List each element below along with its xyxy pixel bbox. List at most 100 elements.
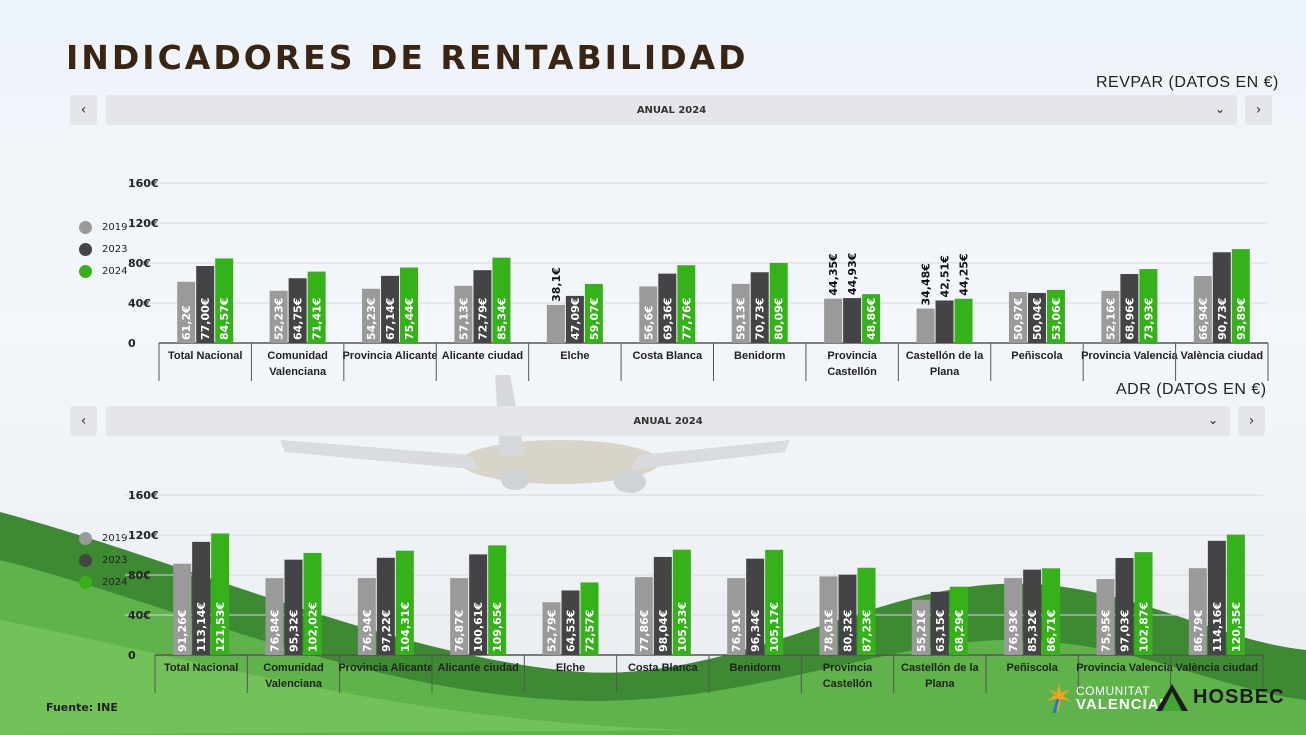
bar-2023 xyxy=(935,300,954,343)
bar-2024 xyxy=(307,271,326,343)
category-label: Benidorm xyxy=(734,350,786,362)
bar-value-label: 34,48€ xyxy=(920,263,933,305)
y-tick-label: 80€ xyxy=(128,257,151,270)
bar-2019 xyxy=(1008,292,1027,343)
category-label: Peñiscola xyxy=(1006,662,1058,674)
revpar-period-select[interactable]: ANUAL 2024 ⌄ xyxy=(106,95,1237,125)
bar-value-label: 76,87€ xyxy=(453,610,466,652)
bar-value-label: 52,79€ xyxy=(546,610,559,652)
bar-value-label: 80,09€ xyxy=(773,298,786,340)
bar-value-label: 67,14€ xyxy=(384,298,397,340)
bar-value-label: 86,79€ xyxy=(1192,610,1205,652)
bar-value-label: 42,51€ xyxy=(939,255,952,297)
bar-value-label: 59,13€ xyxy=(735,298,748,340)
bar-2024 xyxy=(1046,289,1065,343)
bar-2023 xyxy=(561,590,580,655)
bar-value-label: 86,71€ xyxy=(1045,610,1058,652)
bar-2019 xyxy=(357,578,376,655)
adr-legend: 2019 2023 2024 xyxy=(79,527,127,593)
bar-2019 xyxy=(265,578,284,655)
legend-dot-2024 xyxy=(79,575,92,589)
revpar-prev-button[interactable]: ‹ xyxy=(70,95,97,125)
bar-2024 xyxy=(492,257,511,343)
legend-dot-2023 xyxy=(79,553,92,567)
bar-value-label: 91,26€ xyxy=(176,610,189,652)
y-tick-label: 120€ xyxy=(128,529,159,542)
legend-item-2024: 2024 xyxy=(79,260,127,282)
bar-2019 xyxy=(1004,578,1023,655)
bar-2019 xyxy=(731,283,750,343)
bar-2019 xyxy=(916,308,935,343)
bar-2024 xyxy=(400,267,419,343)
y-tick-label: 40€ xyxy=(128,609,151,622)
y-tick-label: 120€ xyxy=(128,217,159,230)
bar-value-label: 64,53€ xyxy=(565,610,578,652)
bar-2024 xyxy=(395,550,414,655)
bar-value-label: 48,86€ xyxy=(865,298,878,340)
bar-2023 xyxy=(192,541,211,655)
hosbec-mountain-icon xyxy=(1156,684,1188,711)
chevron-right-icon: › xyxy=(1248,413,1255,429)
revpar-legend: 2019 2023 2024 xyxy=(79,216,127,282)
bar-2024 xyxy=(949,586,968,655)
bar-2019 xyxy=(454,285,473,343)
bar-2023 xyxy=(1120,274,1139,343)
bar-value-label: 72,79€ xyxy=(476,298,489,340)
bar-value-label: 113,14€ xyxy=(195,602,208,652)
bar-2024 xyxy=(215,258,234,343)
category-label: Elche xyxy=(556,662,585,674)
bar-value-label: 57,13€ xyxy=(457,298,470,340)
bar-value-label: 84,57€ xyxy=(218,298,231,340)
bar-2023 xyxy=(196,266,215,343)
bar-2019 xyxy=(450,578,469,655)
category-label: València ciudad xyxy=(1181,350,1264,362)
bar-2023 xyxy=(750,272,769,343)
chevron-left-icon: ‹ xyxy=(80,102,87,118)
adr-next-button[interactable]: › xyxy=(1238,406,1265,436)
y-tick-label: 80€ xyxy=(128,569,151,582)
y-tick-label: 0 xyxy=(128,337,136,350)
bar-value-label: 104,31€ xyxy=(399,602,412,652)
bar-value-label: 120,35€ xyxy=(1230,602,1243,652)
category-label: Provincia Alicante xyxy=(343,350,438,362)
bar-value-label: 105,33€ xyxy=(676,602,689,652)
bar-value-label: 44,35€ xyxy=(827,253,840,295)
bar-value-label: 68,29€ xyxy=(953,610,966,652)
adr-bar-chart: 0 40€ 80€ 120€ 160€ 91,26€ 113,14€ 121,53€ Total… xyxy=(125,489,1264,693)
bar-value-label: 69,36€ xyxy=(661,298,674,340)
bar-2019 xyxy=(819,576,838,655)
bar-value-label: 100,61€ xyxy=(472,602,485,652)
adr-period-select[interactable]: ANUAL 2024 ⌄ xyxy=(106,406,1230,436)
bar-value-label: 52,16€ xyxy=(1104,298,1117,340)
adr-period-value: ANUAL 2024 xyxy=(633,415,703,427)
bar-2024 xyxy=(211,533,230,655)
chevron-right-icon: › xyxy=(1255,102,1262,118)
bar-value-label: 85,32€ xyxy=(1026,610,1039,652)
bar-2019 xyxy=(177,281,196,343)
category-label: València ciudad xyxy=(1176,662,1259,674)
bar-2024 xyxy=(1231,249,1250,343)
source-note: Fuente: INE xyxy=(46,701,118,714)
bar-2023 xyxy=(930,591,949,655)
bar-2023 xyxy=(1027,292,1046,343)
bar-value-label: 68,96€ xyxy=(1123,298,1136,340)
bar-value-label: 75,44€ xyxy=(403,298,416,340)
bar-2023 xyxy=(469,554,488,655)
comunitat-valenciana-logo: COMUNITAT VALENCIANA xyxy=(1046,681,1183,715)
hosbec-logo: HOSBEC xyxy=(1155,682,1285,712)
revpar-next-button[interactable]: › xyxy=(1245,95,1272,125)
bar-2023 xyxy=(376,557,395,655)
category-label: Costa Blanca xyxy=(628,662,699,674)
bar-value-label: 77,86€ xyxy=(638,610,651,652)
adr-prev-button[interactable]: ‹ xyxy=(70,406,97,436)
category-label: Elche xyxy=(560,350,589,362)
y-tick-label: 160€ xyxy=(128,489,159,502)
bar-2019 xyxy=(1193,276,1212,343)
y-tick-label: 0 xyxy=(128,649,136,662)
bar-2019 xyxy=(824,298,843,343)
bar-2023 xyxy=(658,273,677,343)
bar-2023 xyxy=(565,295,584,343)
bar-value-label: 47,09€ xyxy=(569,298,582,340)
cv-logo-line1: COMUNITAT xyxy=(1076,684,1151,698)
category-label: Comunidad Valenciana xyxy=(263,662,324,690)
